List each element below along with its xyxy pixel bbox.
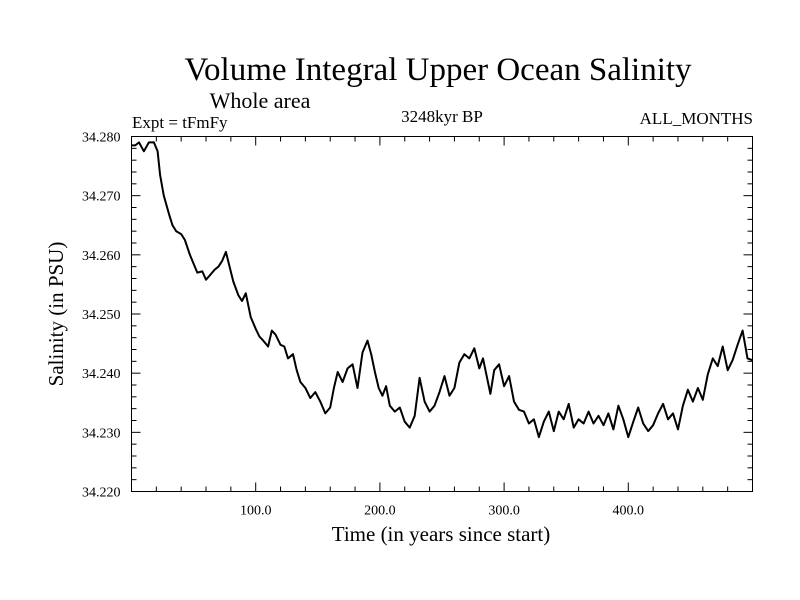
y-tick-label: 34.260 — [82, 249, 121, 264]
y-tick-label: 34.280 — [82, 131, 121, 146]
x-axis-label: Time (in years since start) — [332, 522, 551, 546]
x-tick-label: 100.0 — [240, 504, 272, 519]
salinity-series-line — [131, 141, 753, 439]
y-axis-label: Salinity (in PSU) — [44, 242, 68, 387]
y-tick-label: 34.240 — [82, 367, 121, 382]
y-tick-label: 34.220 — [82, 486, 121, 501]
y-tick-label: 34.270 — [82, 190, 121, 205]
axis-ticks — [131, 136, 753, 492]
x-tick-labels: 100.0 200.0 300.0 400.0 — [240, 504, 644, 519]
x-tick-label: 400.0 — [613, 504, 645, 519]
x-tick-label: 300.0 — [488, 504, 520, 519]
y-tick-labels: 34.220 34.230 34.240 34.250 34.260 34.270 34.2… — [82, 131, 121, 501]
period-label: 3248kyr BP — [401, 107, 483, 126]
x-tick-label: 200.0 — [364, 504, 396, 519]
y-tick-label: 34.250 — [82, 308, 121, 323]
chart-title: Volume Integral Upper Ocean Salinity — [184, 52, 692, 88]
chart-subtitle: Whole area — [210, 88, 311, 113]
experiment-label: Expt = tFmFy — [132, 113, 228, 132]
months-label: ALL_MONTHS — [640, 109, 753, 128]
y-tick-label: 34.230 — [82, 426, 121, 441]
plot-frame — [131, 136, 753, 492]
